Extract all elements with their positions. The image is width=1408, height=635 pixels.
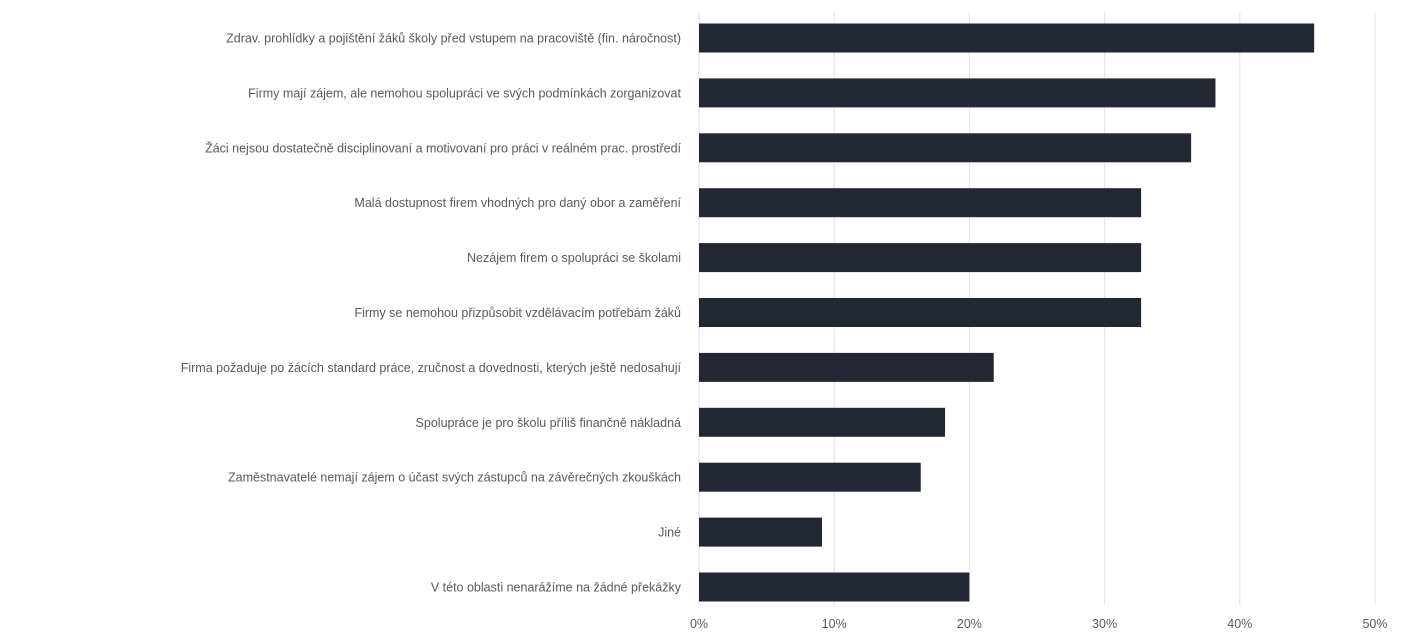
bars xyxy=(699,23,1315,602)
bar xyxy=(699,133,1192,163)
bar xyxy=(699,572,970,602)
category-labels: Zdrav. prohlídky a pojištění žáků školy … xyxy=(181,32,682,595)
category-label: V této oblasti nenarážíme na žádné překá… xyxy=(431,581,682,595)
bar xyxy=(699,517,823,547)
x-tick-label: 30% xyxy=(1092,617,1117,631)
category-label: Spolupráce je pro školu příliš finančně … xyxy=(416,416,681,430)
bar xyxy=(699,407,946,437)
category-label: Firmy mají zájem, ale nemohou spolupráci… xyxy=(248,86,681,100)
category-label: Zdrav. prohlídky a pojištění žáků školy … xyxy=(226,32,681,46)
x-tick-label: 0% xyxy=(690,617,708,631)
x-tick-label: 20% xyxy=(957,617,982,631)
x-tick-label: 50% xyxy=(1362,617,1387,631)
bar xyxy=(699,462,921,492)
bar xyxy=(699,243,1142,273)
bar xyxy=(699,78,1216,108)
category-label: Zaměstnavatelé nemají zájem o účast svýc… xyxy=(228,471,681,485)
category-label: Jiné xyxy=(658,526,681,540)
category-label: Nezájem firem o spolupráci se školami xyxy=(467,251,681,265)
x-axis-tick-labels: 0% 10% 20% 30% 40% 50% xyxy=(690,617,1388,631)
x-tick-label: 40% xyxy=(1227,617,1252,631)
bar xyxy=(699,352,994,382)
bar xyxy=(699,188,1142,218)
bar xyxy=(699,23,1315,53)
bar xyxy=(699,298,1142,327)
category-label: Malá dostupnost firem vhodných pro daný … xyxy=(354,196,681,210)
x-tick-label: 10% xyxy=(822,617,847,631)
category-label: Žáci nejsou dostatečně disciplinovaní a … xyxy=(205,140,681,155)
category-label: Firmy se nemohou přizpůsobit vzdělávacím… xyxy=(354,306,681,320)
category-label: Firma požaduje po žácích standard práce,… xyxy=(181,361,682,375)
